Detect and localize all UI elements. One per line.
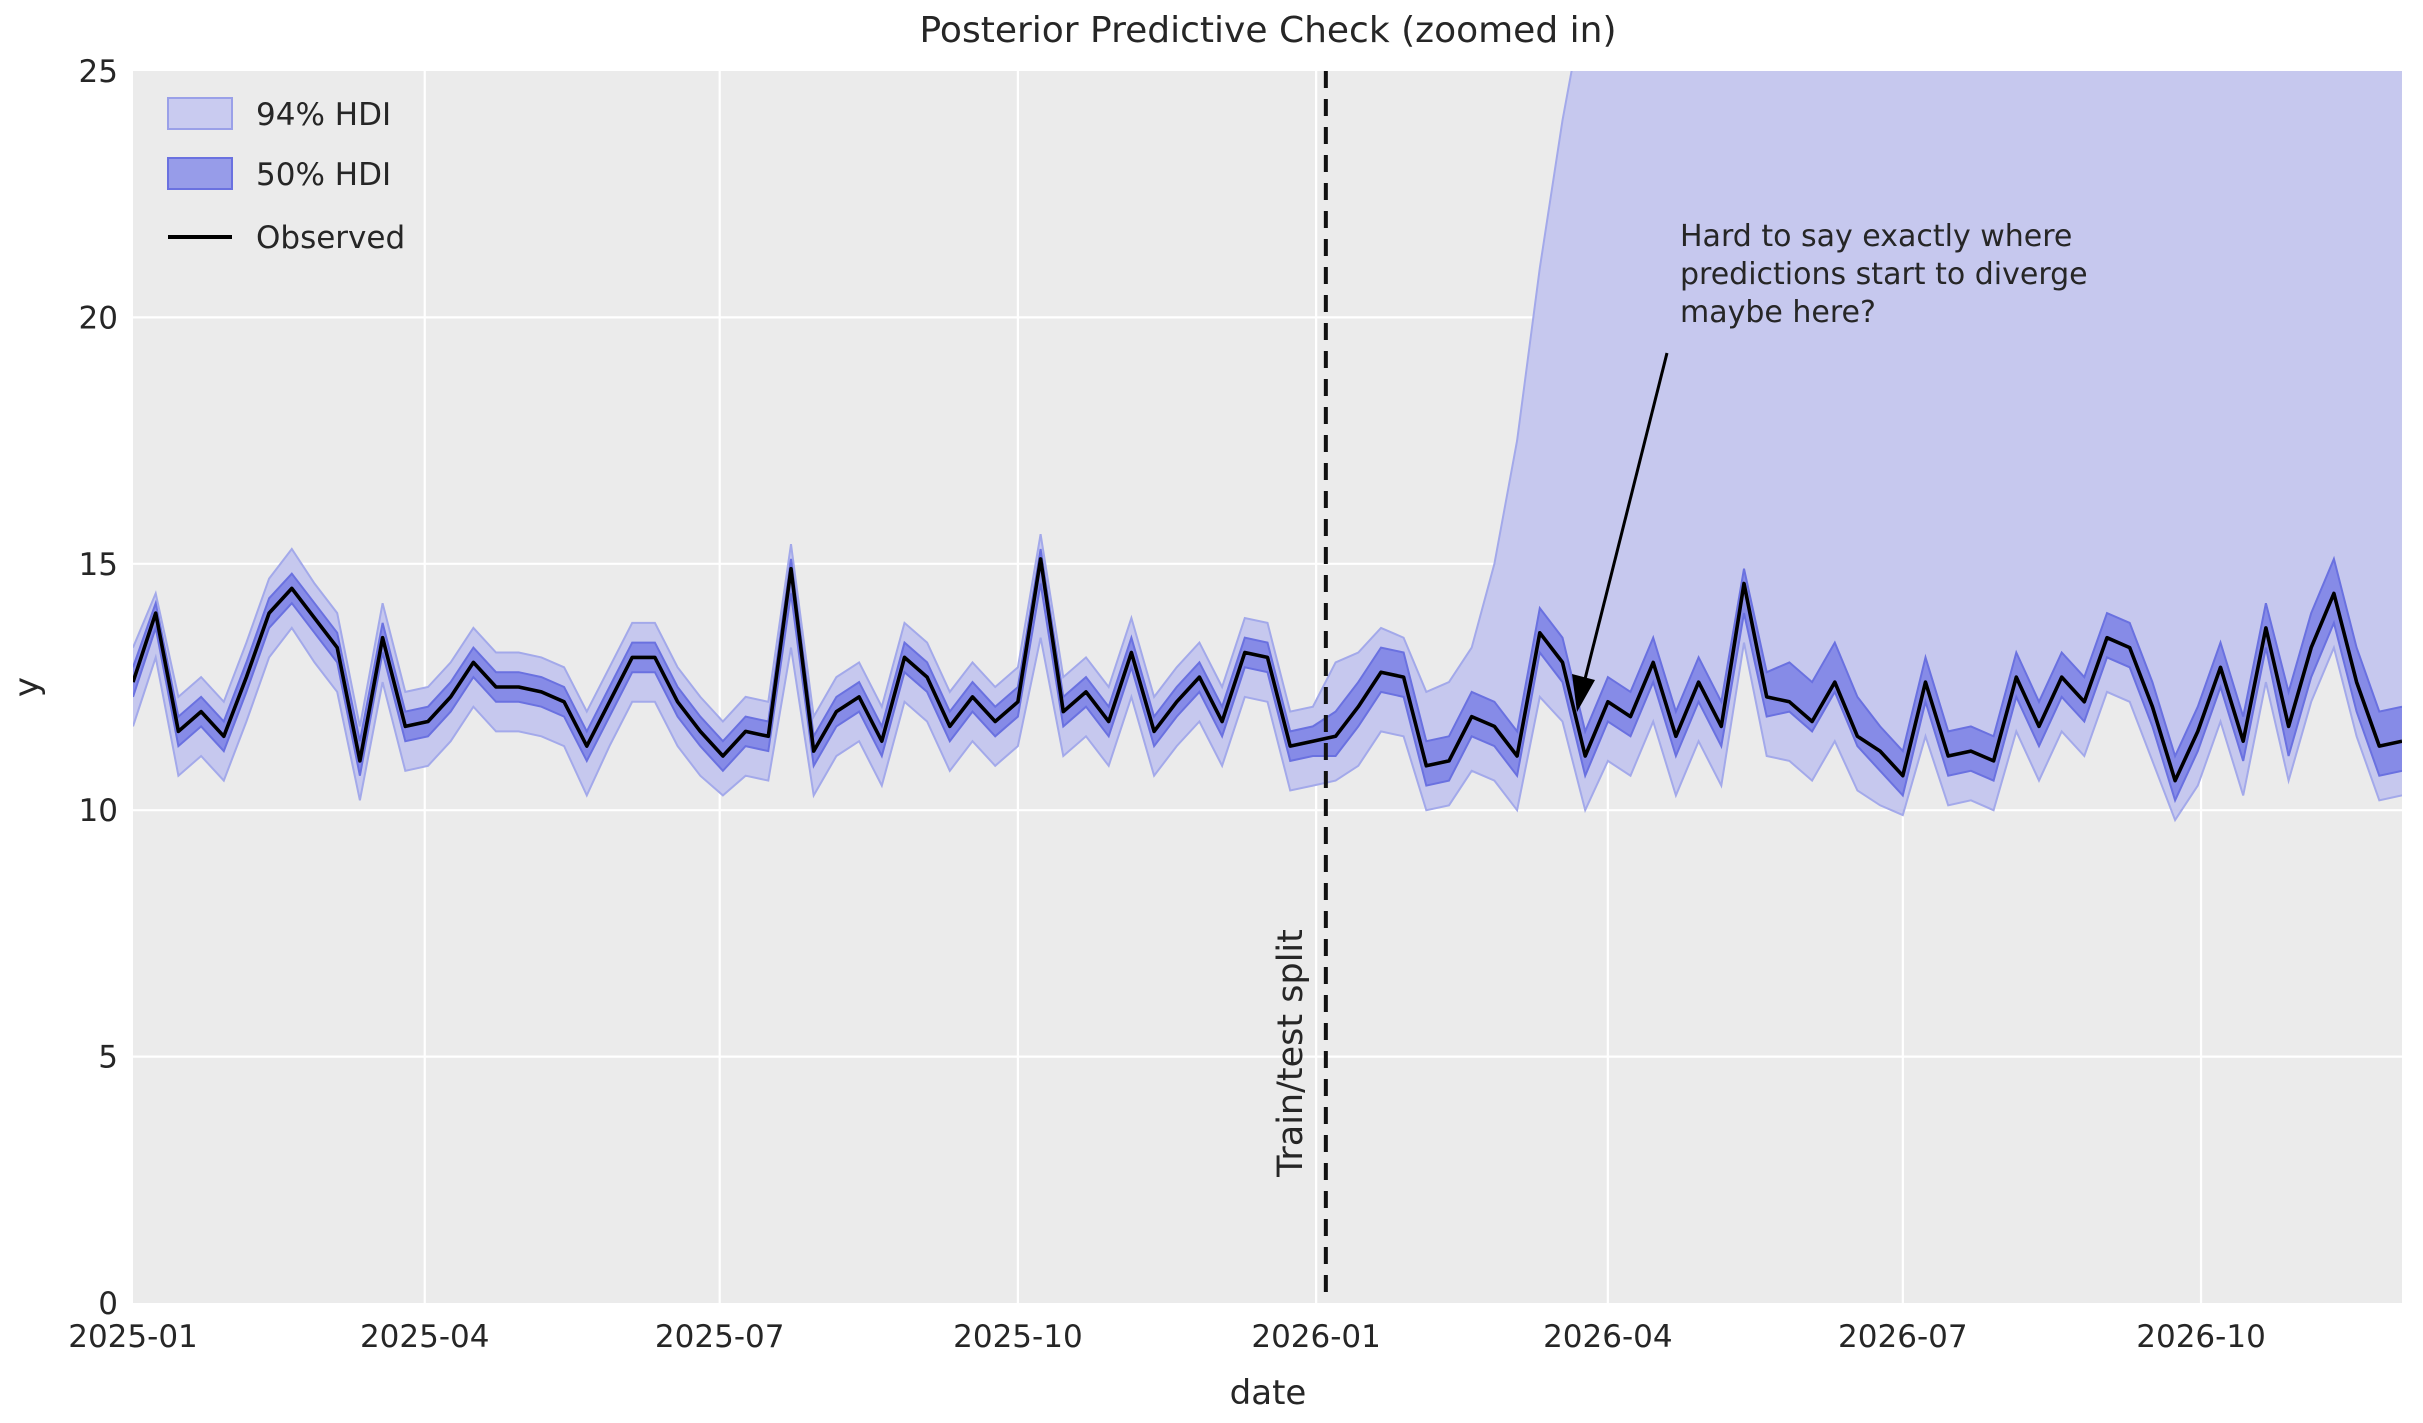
x-tick-label: 2025-04 bbox=[360, 1319, 490, 1355]
legend-label-50-hdi: 50% HDI bbox=[256, 157, 391, 193]
hdi50-band bbox=[133, 549, 2402, 801]
y-tick-label: 0 bbox=[98, 1286, 118, 1322]
x-tick-label: 2025-10 bbox=[953, 1319, 1083, 1355]
x-tick-label: 2026-04 bbox=[1543, 1319, 1673, 1355]
y-tick-label: 5 bbox=[98, 1040, 118, 1076]
legend: 94% HDI 50% HDI Observed bbox=[167, 97, 405, 256]
y-tick-label: 25 bbox=[79, 54, 118, 90]
arrow-head-icon bbox=[1572, 674, 1595, 712]
x-tick-label: 2026-07 bbox=[1838, 1319, 1968, 1355]
y-axis-label: y bbox=[7, 677, 47, 697]
legend-swatch-50-hdi bbox=[167, 157, 233, 190]
legend-swatch-94-hdi bbox=[167, 97, 233, 130]
x-axis-label: date bbox=[1230, 1373, 1307, 1413]
y-tick-labels: 0 5 10 15 20 25 bbox=[79, 54, 118, 1322]
split-line-label: Train/test split bbox=[1271, 929, 1311, 1178]
x-tick-label: 2025-07 bbox=[655, 1319, 785, 1355]
legend-label-observed: Observed bbox=[256, 220, 405, 256]
hdi94-band bbox=[133, 71, 2402, 821]
annotation-arrow bbox=[1572, 352, 1669, 712]
annotation-text: Hard to say exactly where predictions st… bbox=[1680, 219, 2088, 330]
annotation-line-2: predictions start to diverge bbox=[1680, 257, 2088, 292]
y-tick-label: 20 bbox=[79, 300, 118, 336]
x-tick-labels: 2025-01 2025-04 2025-07 2025-10 2026-01 2026-… bbox=[68, 1319, 2266, 1355]
hdi50-lower-edge bbox=[133, 583, 2402, 804]
y-tick-label: 15 bbox=[79, 547, 118, 583]
hdi94-upper-edge bbox=[133, 71, 1573, 727]
x-tick-label: 2026-10 bbox=[2136, 1319, 2266, 1355]
chart-title: Posterior Predictive Check (zoomed in) bbox=[920, 10, 1617, 51]
annotation-line-1: Hard to say exactly where bbox=[1680, 219, 2072, 254]
hdi50-upper-edge bbox=[133, 548, 2402, 759]
observed-line bbox=[133, 557, 2402, 783]
legend-label-94-hdi: 94% HDI bbox=[256, 97, 391, 133]
hdi94-lower-edge bbox=[133, 626, 2402, 823]
x-tick-label: 2026-01 bbox=[1251, 1319, 1381, 1355]
x-tick-label: 2025-01 bbox=[68, 1319, 198, 1355]
y-tick-label: 10 bbox=[79, 793, 118, 829]
annotation-line-3: maybe here? bbox=[1680, 295, 1876, 330]
